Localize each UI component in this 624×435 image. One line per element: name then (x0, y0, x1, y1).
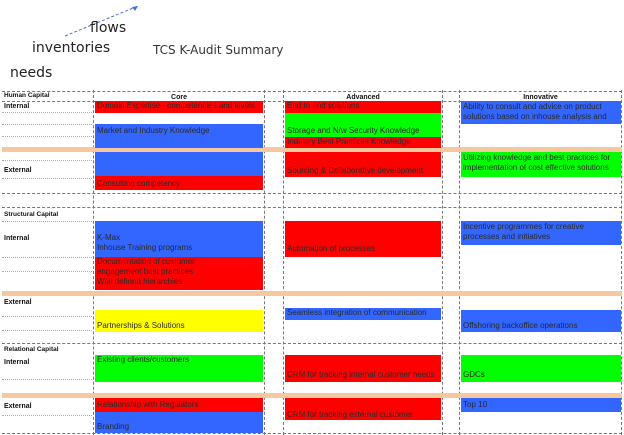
grid-line (2, 330, 92, 331)
row-divider (2, 433, 622, 434)
separator-band (2, 291, 622, 296)
row-divider (2, 207, 622, 208)
innovative-consult-advice: Ability to consult and advice on product… (461, 101, 621, 124)
advanced-crm-internal: CRM for tracking internal customer needs (285, 355, 441, 382)
grid-line (2, 124, 92, 125)
row-label-internal: Internal (4, 103, 30, 110)
grid-line (2, 112, 92, 113)
grid-line (2, 271, 92, 272)
core-consulting-competency: Consulting competency (95, 176, 263, 190)
row-divider (2, 193, 622, 194)
innovative-top10: Top 10 (461, 398, 621, 412)
page-title: TCS K-Audit Summary (153, 43, 284, 57)
separator-band (2, 393, 622, 398)
core-partnerships: Partnerships & Solutions (95, 310, 263, 332)
grid-line (2, 379, 92, 380)
advanced-end-to-end: End to end solutions (285, 101, 441, 113)
section-relational-capital: Relational Capital (4, 346, 59, 353)
innovative-gdcs: GDCs (461, 355, 621, 382)
advanced-seamless-integration: Seamless integration of communication (285, 308, 441, 320)
row-label-external: External (4, 299, 32, 306)
row-divider (2, 91, 622, 92)
innovative-utilizing-knowledge: Utilizing knowledge and best practices f… (461, 152, 621, 177)
advanced-automation: Automation of processes (285, 221, 441, 257)
row-label-external: External (4, 167, 32, 174)
column-header-innovative: Innovative (523, 94, 558, 101)
column-divider (283, 90, 284, 435)
flows-label: flows (90, 20, 127, 36)
inventories-label: inventories (32, 40, 111, 56)
row-label-external: External (4, 403, 32, 410)
advanced-storage-security: Storage and N/w Security Knowledge (285, 113, 441, 137)
documentation-label: Documentation of customer engagement bes… (97, 257, 195, 276)
grid-line (2, 316, 92, 317)
hierarchies-label: Well defined hierarchies (97, 277, 183, 286)
row-label-internal: Internal (4, 235, 30, 242)
core-existing-clients: Existing clients/customers (95, 355, 263, 382)
grid-line (2, 160, 92, 161)
grid-line (2, 178, 92, 179)
column-divider (459, 90, 460, 435)
kmax-label: K-Max (97, 233, 121, 242)
row-divider (2, 343, 622, 344)
grid-line (2, 136, 92, 137)
innovative-incentive-programmes: Incentive programmes for creative proces… (461, 221, 621, 245)
grid-line (2, 257, 92, 258)
column-header-core: Core (171, 94, 187, 101)
advanced-crm-external: CRM for tracking external customer (285, 398, 441, 420)
section-structural-capital: Structural Capital (4, 211, 59, 218)
core-regulators: Relationship with Regulators (95, 398, 263, 412)
core-branding: Branding (95, 412, 263, 433)
section-human-capital: Human Capital (4, 92, 50, 99)
column-header-advanced: Advanced (346, 94, 380, 101)
column-divider (93, 90, 94, 435)
core-market-knowledge: Market and Industry Knowledge (95, 124, 263, 148)
advanced-industry-practices: Industry Best Practices Knowledge (285, 137, 441, 148)
needs-label: needs (10, 65, 53, 81)
training-label: Inhouse Training programs (97, 243, 193, 252)
grid-line (2, 415, 92, 416)
grid-line (2, 221, 92, 222)
core-domain-expertise: Domain Expertise - competencies and leve… (95, 101, 263, 113)
innovative-offshoring: Offshoring backoffice operations (461, 310, 621, 332)
separator-band (2, 147, 622, 152)
row-label-internal: Internal (4, 359, 30, 366)
column-divider (621, 90, 622, 435)
column-divider (442, 90, 443, 435)
advanced-sourcing: Sourcing & Collaborative development (285, 152, 441, 177)
core-kmax: K-Max Inhouse Training programs (95, 221, 263, 257)
column-divider (264, 90, 265, 435)
arrow-annotation (64, 5, 139, 37)
core-documentation: Documentation of customer engagement bes… (95, 257, 263, 290)
core-blank-block (95, 152, 263, 176)
